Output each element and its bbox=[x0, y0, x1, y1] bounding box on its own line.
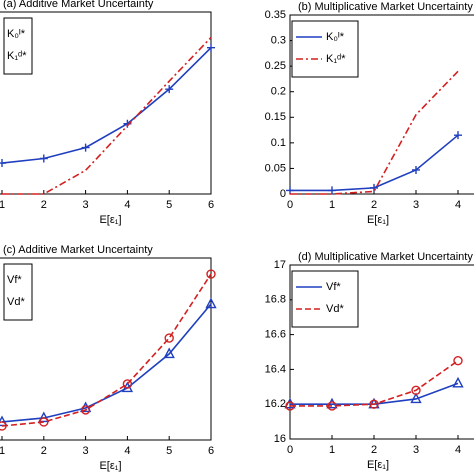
point bbox=[39, 154, 48, 163]
series-line bbox=[1, 303, 212, 423]
x-axis-label: E[ε₁] bbox=[367, 459, 389, 471]
y-tick-label: 0.1 bbox=[271, 137, 286, 149]
legend-label: Vf* bbox=[7, 274, 22, 286]
point bbox=[207, 43, 215, 52]
point bbox=[326, 397, 338, 409]
point bbox=[206, 269, 216, 279]
legend: Vf* Vd* bbox=[291, 270, 359, 328]
x-tick-label: 4 bbox=[124, 445, 130, 457]
x-tick-label: 3 bbox=[413, 444, 419, 456]
panel-title: (b) Multiplicative Market Uncertainty bbox=[298, 1, 473, 13]
point bbox=[411, 385, 421, 395]
x-tick-label: 2 bbox=[371, 444, 377, 456]
legend-box bbox=[3, 263, 33, 321]
x-tick-label: 3 bbox=[413, 199, 419, 211]
point bbox=[285, 401, 295, 411]
x-tick-label: 2 bbox=[41, 445, 47, 457]
series-line bbox=[290, 360, 459, 407]
x-tick-label: 6 bbox=[208, 445, 214, 457]
x-axis-label: E[ε₁] bbox=[99, 214, 121, 226]
x-axis-label: E[ε₁] bbox=[99, 460, 121, 472]
y-tick-label: 0.3 bbox=[271, 34, 286, 46]
x-tick-label: 2 bbox=[371, 199, 377, 211]
legend-box bbox=[291, 270, 359, 328]
x-tick-label: 1 bbox=[329, 199, 335, 211]
point bbox=[165, 85, 174, 94]
point bbox=[286, 186, 294, 195]
x-tick-label: 4 bbox=[124, 199, 130, 211]
y-tick-label: 0 bbox=[280, 188, 286, 200]
point bbox=[369, 399, 379, 409]
x-tick-label: 1 bbox=[329, 444, 335, 456]
x-tick-label: 5 bbox=[166, 445, 172, 457]
legend-label: K₁ᵈ* bbox=[7, 50, 27, 62]
legend-label: Vf* bbox=[326, 281, 341, 293]
y-tick-label: 16.4 bbox=[265, 363, 286, 375]
point bbox=[81, 143, 90, 152]
legend-label: K₁ᵈ* bbox=[326, 53, 346, 65]
x-tick-label: 1 bbox=[0, 445, 5, 457]
series-line bbox=[1, 47, 212, 164]
x-tick-label: 1 bbox=[0, 199, 5, 211]
point bbox=[39, 417, 49, 427]
y-tick-label: 16.8 bbox=[265, 294, 286, 306]
point bbox=[0, 159, 6, 168]
y-tick-label: 0.25 bbox=[265, 60, 286, 72]
legend-label: Vd* bbox=[7, 296, 25, 308]
x-tick-label: 3 bbox=[83, 445, 89, 457]
point bbox=[454, 131, 462, 140]
x-tick-label: 6 bbox=[208, 199, 214, 211]
point bbox=[164, 333, 174, 343]
y-tick-label: 17 bbox=[274, 259, 286, 271]
x-tick-label: 4 bbox=[455, 444, 461, 456]
y-tick-label: 0.2 bbox=[271, 86, 286, 98]
x-tick-label: 4 bbox=[455, 199, 461, 211]
legend-label: K₀ᴵ* bbox=[7, 28, 26, 40]
series-line bbox=[290, 70, 459, 195]
point bbox=[410, 392, 422, 404]
point bbox=[453, 356, 463, 366]
panel-title: (a) Additive Market Uncertainty bbox=[3, 0, 154, 10]
point bbox=[328, 186, 336, 195]
point bbox=[0, 421, 7, 431]
point bbox=[205, 297, 217, 309]
panel-title: (c) Additive Market Uncertainty bbox=[3, 244, 153, 256]
series-line bbox=[1, 273, 212, 427]
panel-title: (d) Multiplicative Market Uncertainty bbox=[298, 251, 473, 263]
point bbox=[80, 405, 91, 415]
point bbox=[38, 411, 50, 423]
y-tick-label: 16.6 bbox=[265, 329, 286, 341]
series-line bbox=[2, 36, 212, 195]
point bbox=[122, 379, 133, 389]
legend-box bbox=[3, 17, 33, 75]
axes-frame bbox=[0, 11, 212, 195]
y-tick-label: 0.15 bbox=[265, 111, 286, 123]
point bbox=[284, 397, 296, 409]
point bbox=[412, 165, 420, 174]
legend-box bbox=[291, 20, 359, 78]
x-tick-label: 3 bbox=[83, 199, 89, 211]
x-axis-label: E[ε₁] bbox=[367, 214, 389, 226]
y-tick-label: 16.2 bbox=[265, 398, 286, 410]
x-tick-label: 0 bbox=[287, 444, 293, 456]
x-tick-label: 5 bbox=[166, 199, 172, 211]
legend: K₀ᴵ* K₁ᵈ* bbox=[291, 20, 359, 78]
point bbox=[327, 401, 337, 411]
point bbox=[452, 376, 464, 388]
x-tick-label: 0 bbox=[287, 199, 293, 211]
y-tick-label: 0.35 bbox=[265, 9, 286, 21]
y-tick-label: 0.05 bbox=[265, 162, 286, 174]
point bbox=[370, 183, 378, 192]
x-tick-label: 2 bbox=[41, 199, 47, 211]
legend: K₀ᴵ* K₁ᵈ* bbox=[3, 17, 33, 75]
y-tick-label: 16 bbox=[274, 433, 286, 445]
axes-frame bbox=[0, 257, 212, 441]
point bbox=[163, 347, 175, 359]
legend-label: Vd* bbox=[326, 303, 344, 315]
legend: Vf* Vd* bbox=[3, 263, 33, 321]
legend-label: K₀ᴵ* bbox=[326, 31, 345, 43]
